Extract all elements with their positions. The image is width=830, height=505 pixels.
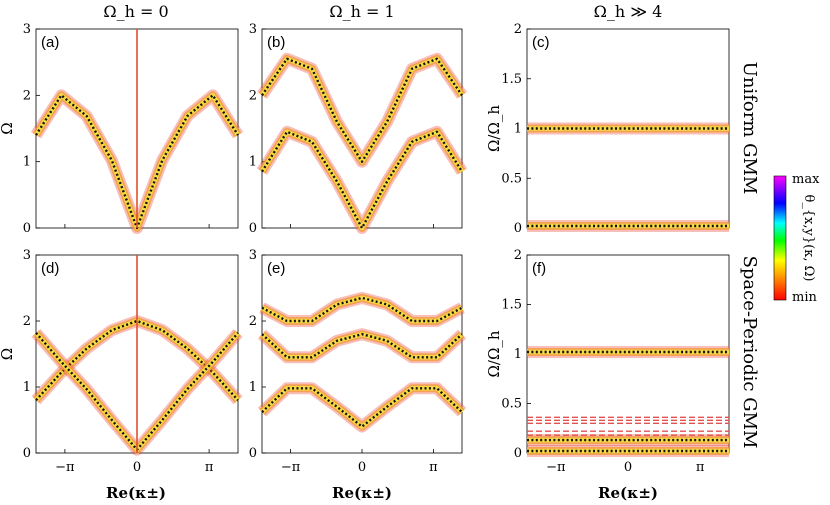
panel-3: 0 1 2 3 −π 0 π Ω (d) [0,248,243,475]
series-line [261,296,463,323]
column-title-0: Ω_h = 0 [103,2,168,21]
y-tick-label: 0.5 [501,171,522,186]
y-axis-label: Ω [0,348,16,360]
colorbar-title: θ_{x,y}(κ, Ω) [801,195,816,282]
y-tick-label: 0 [514,446,522,461]
y-tick-label: 0 [249,221,257,236]
y-tick-label: 1 [514,122,522,137]
y-tick-label: 1.5 [501,298,522,313]
y-tick-label: 1.5 [501,72,522,87]
colorbar-max-label: max [792,172,820,187]
colorbar [773,175,787,301]
panels-layer: 0 1 2 3 Ω (a) 0 1 2 3 (b) 0 0.5 1 1.5 2 Ω/Ω_h (c) 0 1 2 3 −π 0 π… [0,22,730,475]
y-tick-label: 2 [249,314,257,329]
panel-label: (f) [532,260,546,277]
xlabel-col-1: Re(κ±) [332,484,392,502]
y-tick-label: 1 [23,155,31,170]
y-tick-label: 2 [23,314,31,329]
xlabel-col-0: Re(κ±) [106,484,166,502]
x-tick-label: −π [546,460,566,475]
series-halo-inner [260,386,464,429]
y-tick-label: 1 [514,347,522,362]
panel-label: (e) [267,260,285,277]
y-axis-label: Ω/Ω_h [485,105,503,152]
x-tick-label: 0 [624,460,632,475]
row-title-uniform: Uniform GMM [739,62,760,195]
y-tick-label: 3 [23,22,31,37]
y-tick-label: 3 [249,248,257,263]
panel-5: 0 0.5 1 1.5 2 −π 0 π Ω/Ω_h (f) [485,248,730,475]
y-tick-label: 1 [249,380,257,395]
series-line [261,333,463,359]
series-line [260,130,464,230]
y-tick-label: 2 [514,22,522,37]
column-title-1: Ω_h = 1 [329,2,394,21]
panel-2: 0 0.5 1 1.5 2 Ω/Ω_h (c) [485,22,730,236]
x-tick-label: π [696,460,705,475]
y-tick-label: 2 [249,88,257,103]
y-tick-label: 3 [23,248,31,263]
x-tick-label: π [429,460,438,475]
y-tick-label: 0 [23,221,31,236]
y-axis-label: Ω [0,122,16,134]
y-tick-label: 0.5 [501,397,522,412]
column-title-2: Ω_h ≫ 4 [594,2,663,21]
panel-label: (d) [41,260,59,277]
y-axis-label: Ω/Ω_h [485,330,503,377]
y-tick-label: 1 [23,380,31,395]
panel-0: 0 1 2 3 Ω (a) [0,22,244,236]
x-tick-label: 0 [133,460,141,475]
y-tick-label: 3 [249,22,257,37]
y-tick-label: 0 [249,446,257,461]
x-tick-label: −π [55,460,75,475]
panel-1: 0 1 2 3 (b) [249,22,468,236]
y-tick-label: 1 [249,155,257,170]
x-tick-label: −π [281,460,301,475]
panel-label: (c) [532,34,550,51]
y-tick-label: 0 [23,446,31,461]
y-tick-label: 0 [514,221,522,236]
y-tick-label: 2 [23,88,31,103]
panel-label: (b) [267,34,285,51]
y-tick-label: 2 [514,248,522,263]
xlabel-col-2: Re(κ±) [598,484,658,502]
series-line [35,319,239,402]
x-tick-label: π [205,460,214,475]
panel-4: 0 1 2 3 −π 0 π (e) [249,248,467,475]
series-line [261,57,463,163]
row-title-space-periodic: Space-Periodic GMM [739,256,760,449]
colorbar-min-label: min [792,290,817,305]
panel-label: (a) [41,34,59,51]
x-tick-label: 0 [358,460,366,475]
